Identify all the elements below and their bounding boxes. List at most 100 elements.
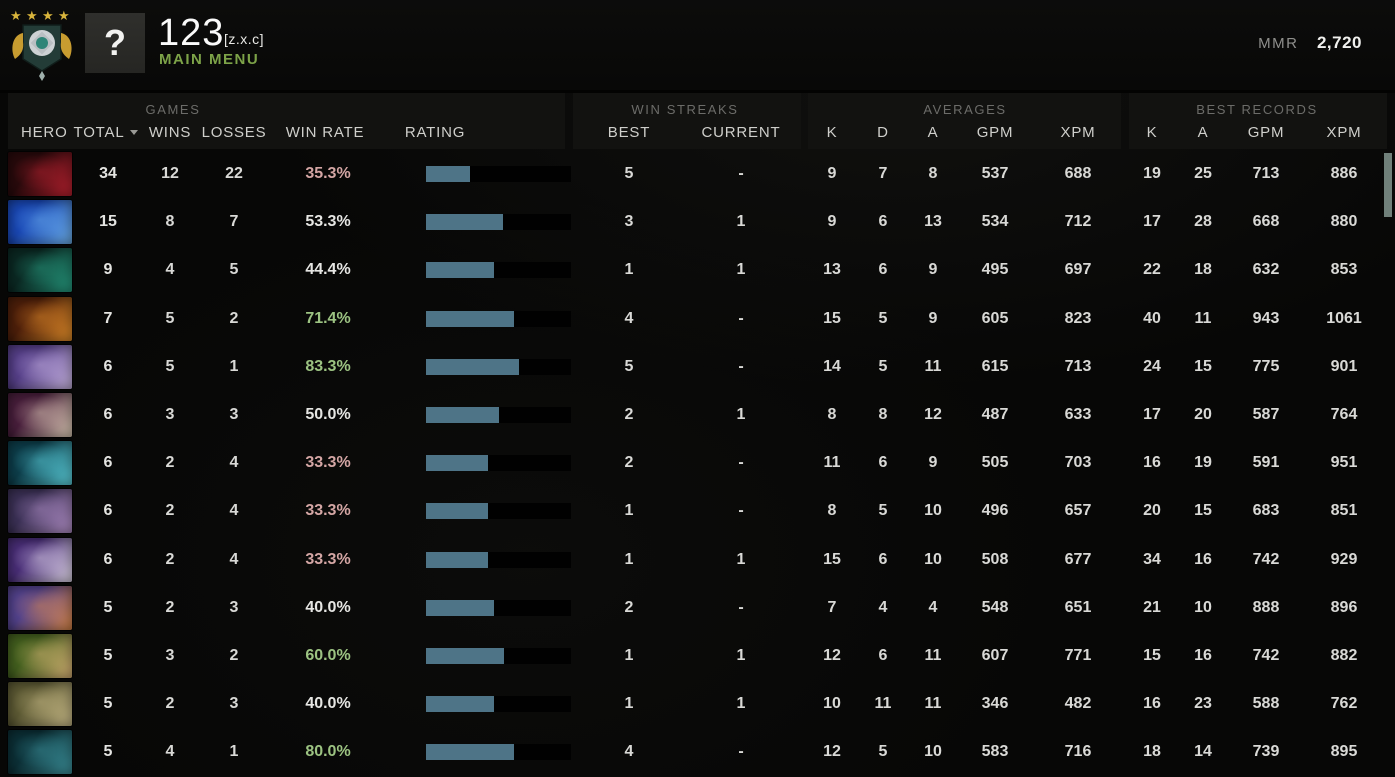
avg-xpm-value: 697	[1064, 261, 1092, 279]
avg-xpm-value: 633	[1064, 406, 1092, 424]
hero-portrait[interactable]	[8, 730, 72, 775]
hero-portrait[interactable]	[8, 489, 72, 534]
win-rate-value: 44.4%	[305, 261, 351, 279]
hero-portrait[interactable]	[8, 441, 72, 486]
column-header-best[interactable]: BEST	[607, 124, 651, 141]
table-row[interactable]: 6 2 4 33.3% 2 - 11 6 9 505 703 16 19 591…	[0, 439, 1395, 487]
win-rate-value: 53.3%	[305, 213, 351, 231]
record-assists-value: 11	[1194, 309, 1212, 327]
column-header-total[interactable]: TOTAL	[51, 124, 161, 141]
record-xpm-value: 951	[1330, 454, 1358, 472]
column-header-avg-gpm[interactable]: GPM	[976, 124, 1014, 141]
table-row[interactable]: 9 4 5 44.4% 1 1 13 6 9 495 697 22 18 632…	[0, 246, 1395, 294]
rating-bar-fill	[426, 358, 519, 375]
column-header-avg-xpm[interactable]: XPM	[1060, 124, 1096, 141]
column-header-avg-a[interactable]: A	[927, 124, 939, 141]
current-streak-value: 1	[736, 406, 746, 424]
rating-bar-fill	[426, 310, 515, 327]
avg-deaths-value: 8	[878, 406, 888, 424]
wins-value: 3	[165, 646, 175, 664]
table-row[interactable]: 5 4 1 80.0% 4 - 12 5 10 583 716 18 14 73…	[0, 728, 1395, 776]
total-games-value: 6	[103, 454, 113, 472]
win-rate-value: 33.3%	[305, 502, 351, 520]
avg-xpm-value: 713	[1064, 357, 1092, 375]
avg-deaths-value: 6	[878, 213, 888, 231]
hero-portrait[interactable]	[8, 537, 72, 582]
table-row[interactable]: 6 2 4 33.3% 1 - 8 5 10 496 657 20 15 683…	[0, 487, 1395, 535]
rating-bar	[426, 358, 571, 375]
rating-bar-fill	[426, 406, 499, 423]
column-header-win-rate[interactable]: WIN RATE	[285, 124, 365, 141]
column-header-record-k[interactable]: K	[1146, 124, 1158, 141]
hero-portrait[interactable]	[8, 585, 72, 630]
avg-gpm-value: 615	[981, 357, 1009, 375]
column-header-avg-k[interactable]: K	[826, 124, 838, 141]
table-row[interactable]: 6 2 4 33.3% 1 1 15 6 10 508 677 34 16 74…	[0, 536, 1395, 584]
hero-portrait[interactable]	[8, 682, 72, 727]
table-row[interactable]: 5 2 3 40.0% 1 1 10 11 11 346 482 16 23 5…	[0, 680, 1395, 728]
total-games-value: 7	[103, 309, 113, 327]
record-assists-value: 14	[1194, 743, 1212, 761]
avg-kills-value: 8	[827, 502, 837, 520]
record-assists-value: 15	[1194, 502, 1212, 520]
scrollbar[interactable]	[1384, 150, 1392, 777]
rating-bar-fill	[426, 551, 489, 568]
column-header-hero[interactable]: HERO	[21, 124, 68, 141]
win-rate-value: 83.3%	[305, 357, 351, 375]
best-streak-value: 1	[624, 550, 634, 568]
table-row[interactable]: 6 5 1 83.3% 5 - 14 5 11 615 713 24 15 77…	[0, 343, 1395, 391]
losses-value: 5	[229, 261, 239, 279]
avg-assists-value: 10	[924, 550, 942, 568]
scrollbar-thumb[interactable]	[1384, 153, 1392, 217]
rating-bar-fill	[426, 262, 495, 279]
hero-portrait[interactable]	[8, 344, 72, 389]
table-row[interactable]: 34 12 22 35.3% 5 - 9 7 8 537 688 19 25 7…	[0, 150, 1395, 198]
column-header-current[interactable]: CURRENT	[701, 124, 781, 141]
column-header-losses[interactable]: LOSSES	[201, 124, 267, 141]
column-header-wins[interactable]: WINS	[148, 124, 192, 141]
best-records-header-panel	[1129, 93, 1387, 149]
losses-value: 1	[229, 357, 239, 375]
best-streak-value: 2	[624, 454, 634, 472]
player-avatar[interactable]: ?	[85, 13, 145, 73]
record-kills-value: 16	[1143, 695, 1161, 713]
total-games-value: 5	[103, 598, 113, 616]
table-row[interactable]: 6 3 3 50.0% 2 1 8 8 12 487 633 17 20 587…	[0, 391, 1395, 439]
hero-portrait[interactable]	[8, 152, 72, 196]
hero-portrait[interactable]	[8, 633, 72, 678]
avg-assists-value: 9	[928, 454, 938, 472]
main-menu-link[interactable]: MAIN MENU	[159, 51, 260, 68]
column-header-record-a[interactable]: A	[1197, 124, 1209, 141]
record-xpm-value: 929	[1330, 550, 1358, 568]
avg-assists-value: 11	[924, 357, 942, 375]
record-xpm-value: 882	[1330, 646, 1358, 664]
hero-portrait[interactable]	[8, 248, 72, 293]
table-row[interactable]: 5 2 3 40.0% 2 - 7 4 4 548 651 21 10 888 …	[0, 584, 1395, 632]
wins-value: 5	[165, 309, 175, 327]
table-row[interactable]: 15 8 7 53.3% 3 1 9 6 13 534 712 17 28 66…	[0, 198, 1395, 246]
record-gpm-value: 588	[1252, 695, 1280, 713]
svg-text:★: ★	[10, 8, 22, 23]
hero-portrait[interactable]	[8, 392, 72, 437]
column-header-record-gpm[interactable]: GPM	[1247, 124, 1285, 141]
table-row[interactable]: 5 3 2 60.0% 1 1 12 6 11 607 771 15 16 74…	[0, 632, 1395, 680]
record-gpm-value: 742	[1252, 646, 1280, 664]
total-games-value: 34	[99, 165, 117, 183]
avg-deaths-value: 6	[878, 454, 888, 472]
column-header-avg-d[interactable]: D	[877, 124, 889, 141]
hero-portrait[interactable]	[8, 296, 72, 341]
current-streak-value: -	[738, 454, 744, 472]
current-streak-value: -	[738, 309, 744, 327]
rating-bar	[426, 599, 571, 616]
record-gpm-value: 775	[1252, 357, 1280, 375]
rating-bar	[426, 696, 571, 713]
current-streak-value: 1	[736, 695, 746, 713]
column-header-record-xpm[interactable]: XPM	[1326, 124, 1362, 141]
column-header-rating[interactable]: RATING	[404, 124, 466, 141]
hero-portrait[interactable]	[8, 200, 72, 245]
player-name: 123	[158, 12, 225, 54]
record-kills-value: 22	[1143, 261, 1161, 279]
table-row[interactable]: 7 5 2 71.4% 4 - 15 5 9 605 823 40 11 943…	[0, 295, 1395, 343]
avg-gpm-value: 495	[981, 261, 1009, 279]
record-gpm-value: 943	[1252, 309, 1280, 327]
